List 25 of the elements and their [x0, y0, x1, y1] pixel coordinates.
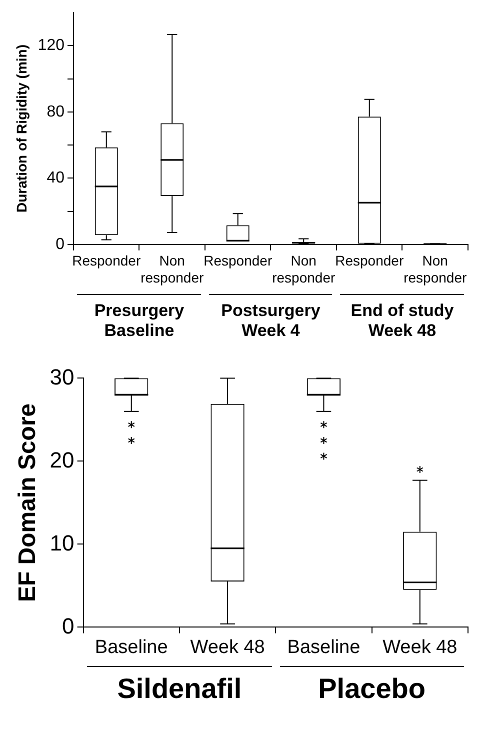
y-tick-label: 40	[46, 170, 65, 187]
text: Placebo	[280, 666, 464, 706]
x-tick-label: Non responder	[140, 252, 204, 286]
y-axis-title: Duration of Rigidity (min)	[13, 44, 30, 212]
text: Presurgery Baseline	[77, 294, 201, 340]
text: Postsurgery Week 4	[208, 294, 332, 340]
x-tick-label: Non responder	[404, 252, 467, 286]
x-tick-label: Week 48	[190, 636, 265, 658]
y-tick-label: 30	[50, 364, 74, 390]
x-tick-label: Responder	[204, 252, 272, 269]
y-tick-label: 0	[62, 613, 74, 638]
text: End of study Week 48	[340, 294, 464, 340]
y-tick-label: 0	[56, 236, 65, 253]
x-tick-label: Baseline	[287, 636, 360, 658]
text: Sildenafil	[87, 666, 272, 706]
y-axis-title: EF Domain Score	[14, 403, 42, 602]
x-tick-label: Responder	[335, 252, 404, 269]
y-tick-label: 20	[50, 447, 74, 472]
x-tick-label: Non responder	[272, 252, 336, 286]
x-tick-label: Baseline	[94, 636, 168, 658]
y-tick-label: 120	[38, 37, 65, 54]
y-tick-label: 10	[50, 530, 74, 556]
x-tick-label: Week 48	[382, 636, 458, 658]
y-tick-label: 80	[46, 103, 65, 120]
x-tick-label: Responder	[72, 252, 141, 269]
